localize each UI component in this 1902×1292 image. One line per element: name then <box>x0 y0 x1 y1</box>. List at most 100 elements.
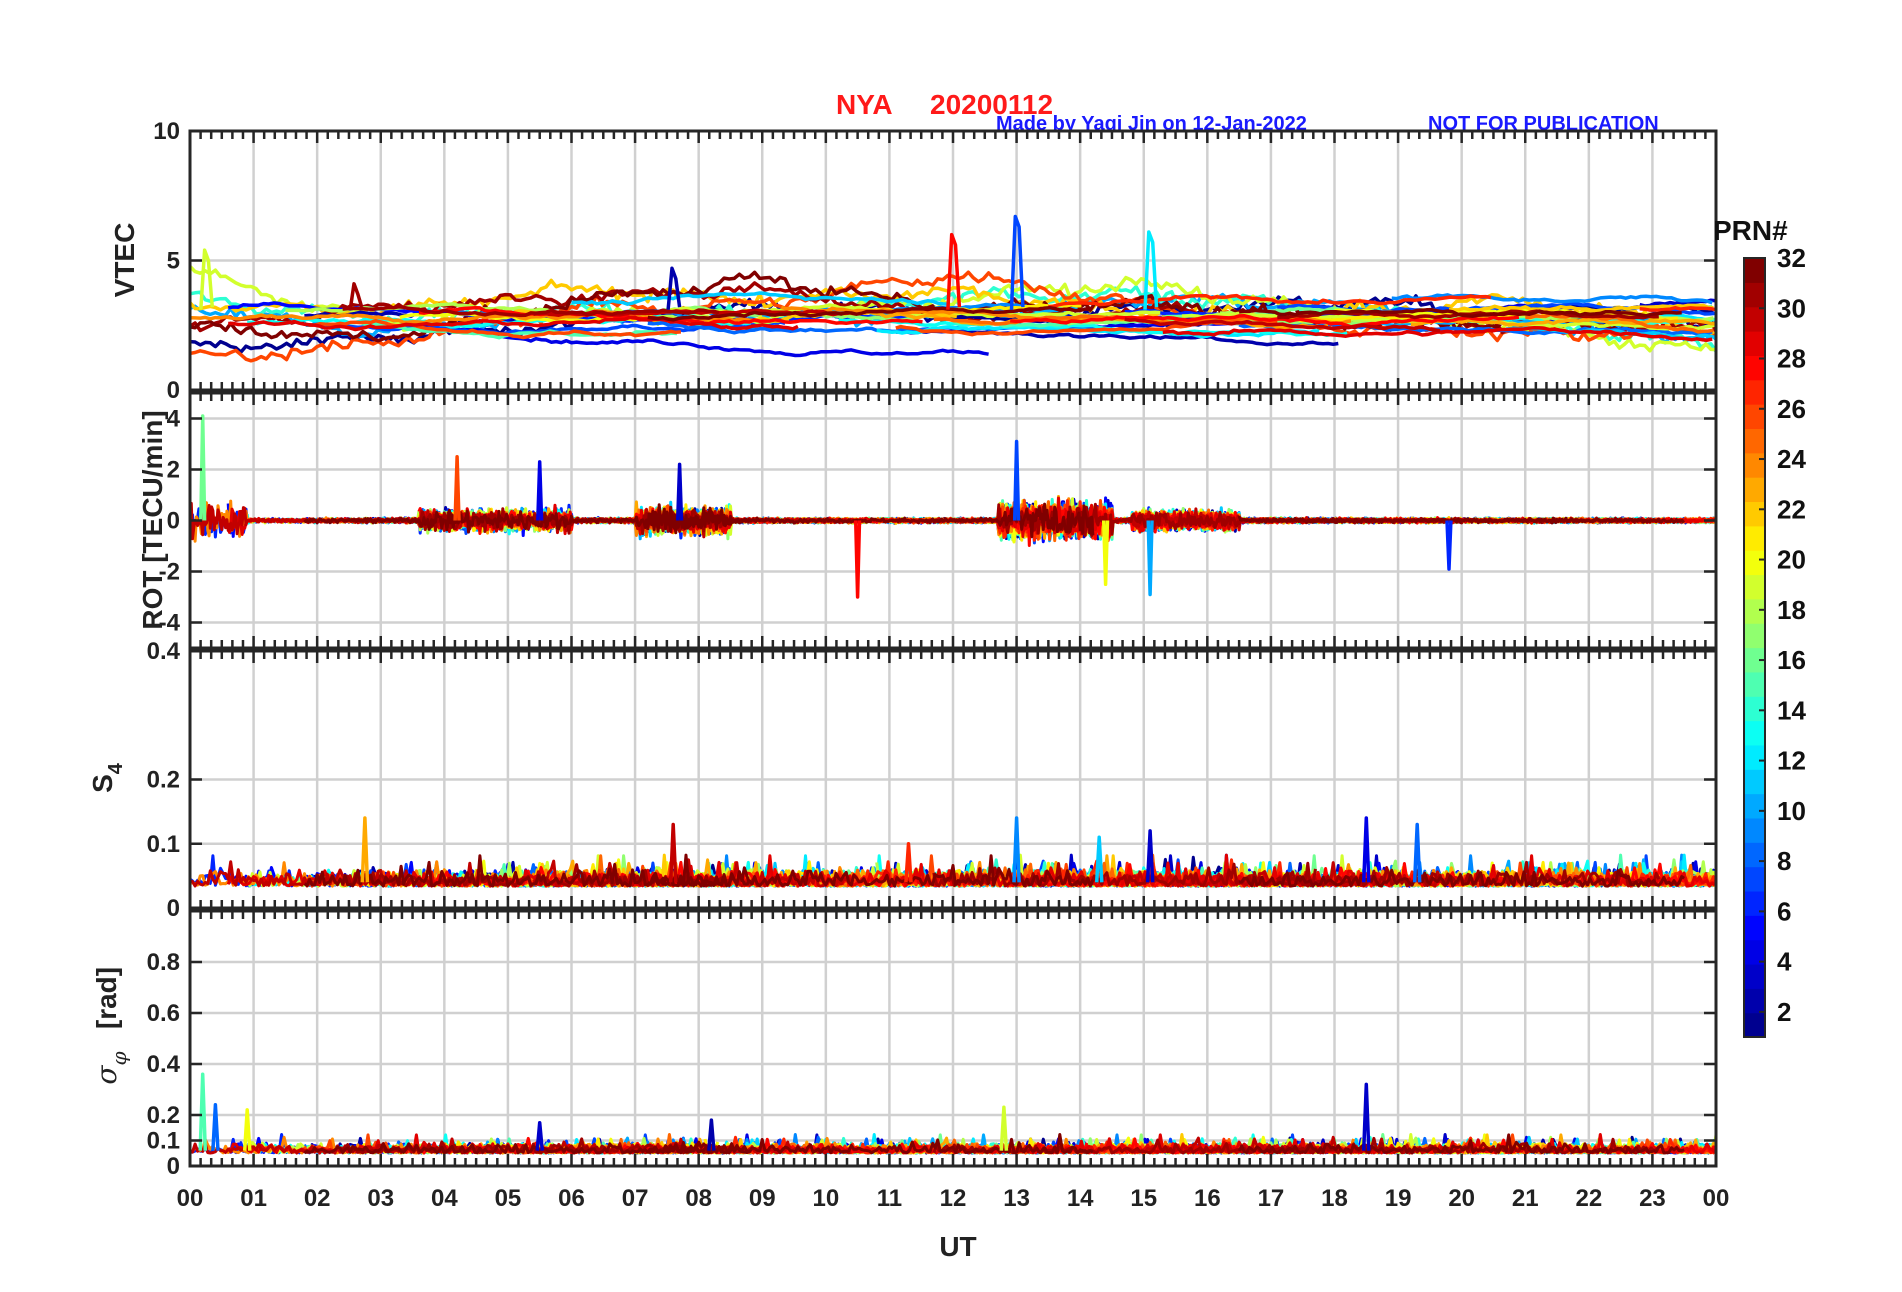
colorbar-segment <box>1744 915 1765 941</box>
colorbar-tick-label: 2 <box>1777 997 1791 1027</box>
series-line <box>535 1120 545 1151</box>
svg-text:[rad]: [rad] <box>91 967 122 1029</box>
x-tick-label: 23 <box>1639 1185 1666 1212</box>
series-line <box>1101 520 1110 587</box>
series-line <box>1145 829 1155 883</box>
series-line <box>1448 303 1714 313</box>
x-tick-label: 06 <box>558 1185 585 1212</box>
y-tick-label: -4 <box>159 610 181 637</box>
colorbar-segment <box>1744 1012 1765 1038</box>
colorbar-segment <box>1744 842 1765 868</box>
colorbar-segment <box>1744 988 1765 1014</box>
x-tick-label: 02 <box>304 1185 331 1212</box>
series-line <box>211 1103 220 1151</box>
colorbar-segment <box>1744 550 1765 576</box>
rot-panel: -4 -2 0 2 4 <box>159 391 1718 650</box>
colorbar-segment <box>1744 404 1765 430</box>
colorbar-tick-label: 6 <box>1777 896 1791 926</box>
series-line <box>348 282 364 310</box>
x-tick-label: 13 <box>1003 1185 1030 1212</box>
y-tick-label: 0 <box>167 508 180 535</box>
series-line <box>1048 293 1492 309</box>
colorbar-segment <box>1744 866 1765 892</box>
series-group <box>190 414 1716 599</box>
sigma-phi-panel: 00.10.2 0.4 0.6 0.8 <box>147 909 1718 1180</box>
y-tick-label: 0.8 <box>147 949 180 976</box>
series-line <box>303 1142 750 1155</box>
series-line <box>303 503 751 535</box>
vtec-ylabel: VTEC <box>109 223 140 298</box>
series-line <box>933 314 1250 326</box>
series-line <box>1237 515 1686 525</box>
colorbar-segment <box>1744 258 1765 283</box>
colorbar-segment <box>1744 574 1765 600</box>
colorbar-segment <box>1744 428 1765 454</box>
colorbar-tick-label: 26 <box>1777 394 1806 424</box>
x-tick-label: 21 <box>1512 1185 1539 1212</box>
series-line <box>1525 312 1714 334</box>
series-line <box>228 315 799 332</box>
series-line <box>1361 1082 1371 1151</box>
y-tick-label: 10 <box>153 118 180 145</box>
y-tick-label: 0.4 <box>147 638 181 665</box>
y-tick-label: 4 <box>167 406 181 433</box>
x-tick-label: 15 <box>1130 1185 1157 1212</box>
colorbar-tick-label: 10 <box>1777 796 1806 826</box>
colorbar-segment <box>1744 331 1765 356</box>
series-line <box>946 232 962 310</box>
x-tick-label: 03 <box>367 1185 394 1212</box>
s4-ylabel: S4 <box>87 762 127 793</box>
series-line <box>675 462 684 521</box>
colorbar-segment <box>1744 379 1765 405</box>
series-line <box>342 305 720 318</box>
series-line <box>190 278 1716 337</box>
date-label: 20200112 <box>930 89 1053 120</box>
colorbar-tick-label: 16 <box>1777 645 1806 675</box>
series-line <box>453 455 461 521</box>
series-line <box>1391 293 1713 305</box>
series-line <box>1275 860 1661 888</box>
series-line <box>1012 439 1021 521</box>
series-line <box>666 266 682 310</box>
y-tick-label: 0.2 <box>147 1102 180 1129</box>
series-line <box>1146 520 1154 597</box>
x-tick-label: 17 <box>1258 1185 1285 1212</box>
x-tick-label: 00 <box>177 1185 204 1212</box>
y-tick-label: 5 <box>167 248 180 275</box>
series-line <box>853 520 862 599</box>
series-line <box>1012 816 1021 883</box>
series-line <box>304 318 682 340</box>
colorbar-tick-label: 8 <box>1777 846 1791 876</box>
colorbar-tick-label: 20 <box>1777 545 1806 575</box>
colorbar-segment <box>1744 769 1765 795</box>
colorbar-frame <box>1743 257 1766 1038</box>
series-line <box>1238 868 1686 888</box>
colorbar-segment <box>1744 671 1765 697</box>
series-line <box>1143 230 1159 310</box>
colorbar-tick-label: 32 <box>1777 243 1806 273</box>
series-line <box>1361 816 1371 883</box>
series-line <box>1009 313 1520 329</box>
colorbar-segment <box>1744 306 1765 332</box>
series-line <box>571 291 948 306</box>
series-line <box>999 1105 1009 1151</box>
series-group <box>190 816 1716 888</box>
x-tick-label: 01 <box>240 1185 267 1212</box>
x-tick-label: 00 <box>1703 1185 1730 1212</box>
x-tick-label: 08 <box>685 1185 712 1212</box>
x-tick-label: 11 <box>877 1185 902 1212</box>
y-tick-label: 2 <box>167 457 180 484</box>
colorbar-tick-label: 22 <box>1777 494 1806 524</box>
series-line <box>668 822 678 883</box>
series-line <box>418 324 989 358</box>
series-group <box>190 1072 1716 1155</box>
colorbar-tick-label: 24 <box>1777 444 1806 474</box>
colorbar-bar <box>1743 257 1766 1038</box>
series-line <box>1009 214 1025 310</box>
rot-ylabel: ROT [TECU/min] <box>137 410 168 629</box>
x-tick-label: 18 <box>1321 1185 1348 1212</box>
series-line <box>199 414 207 521</box>
x-tick-label: 07 <box>622 1185 649 1212</box>
